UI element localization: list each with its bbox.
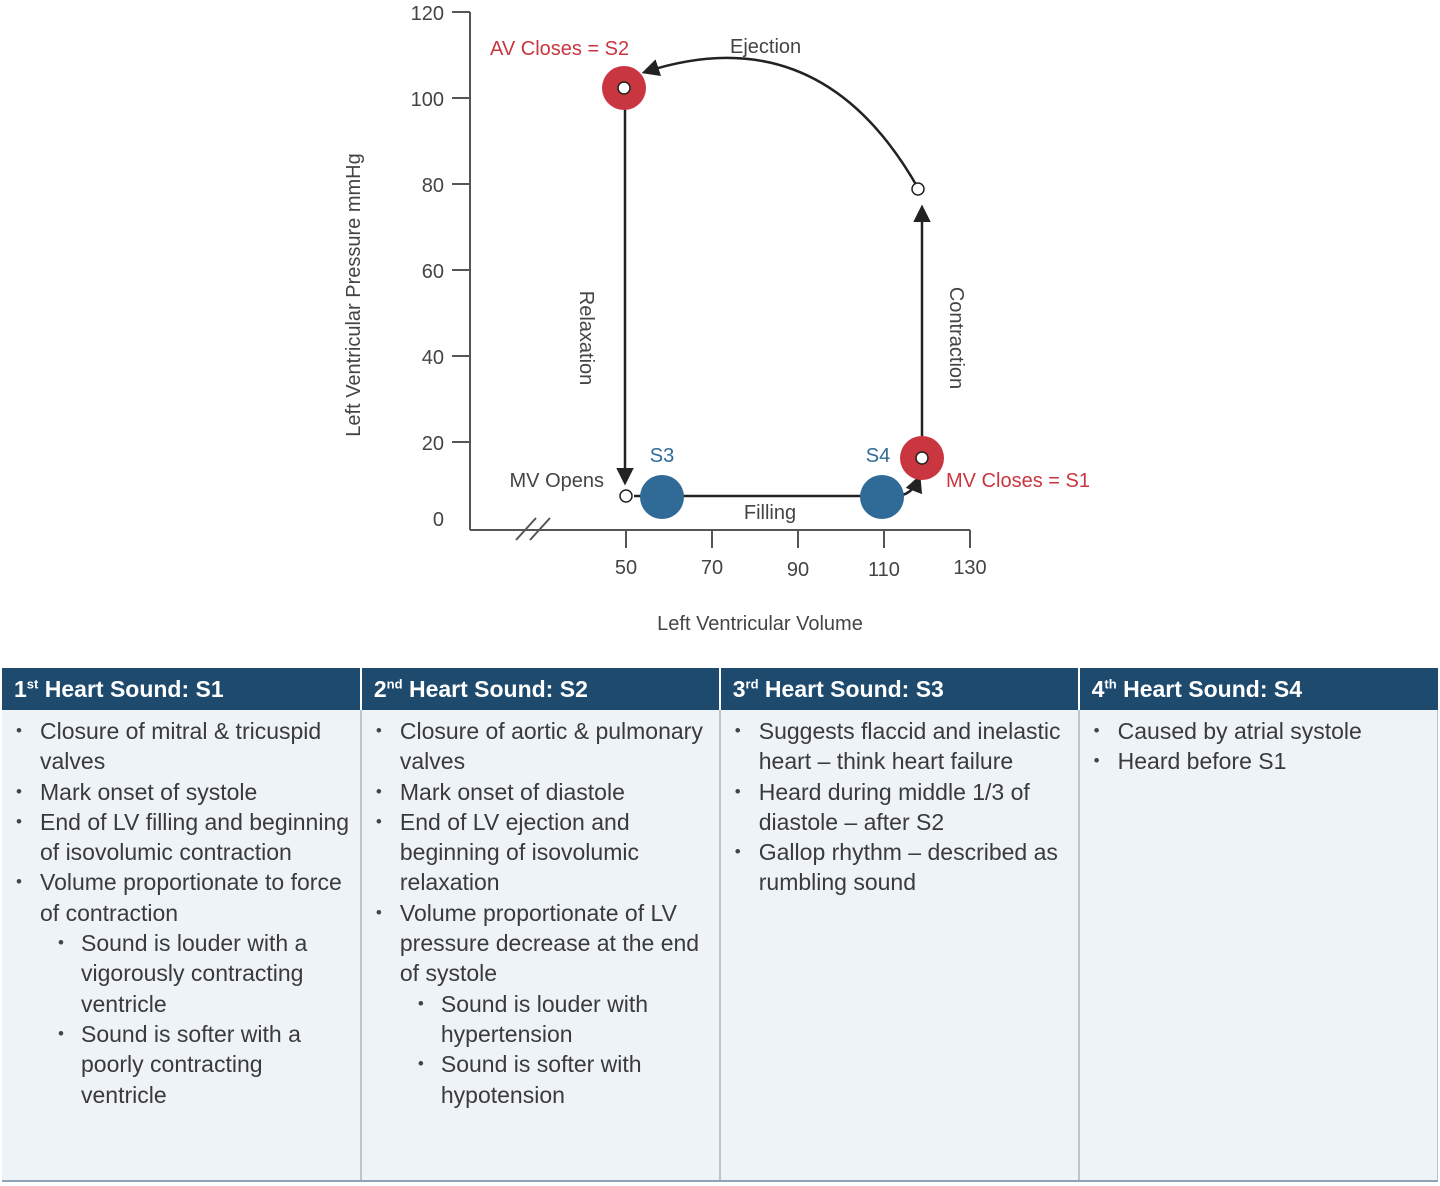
relaxation-label: Relaxation [575,291,597,386]
ordinal-suffix: th [1104,675,1117,691]
x-ticks: 50 70 90 110 130 [615,530,987,581]
list-item-text: Volume proportionate to force of contrac… [40,869,342,926]
list-item-text: Mark onset of systole [40,778,258,805]
pv-loop [616,56,931,498]
s3-marker [640,475,684,519]
column-header: 3rd Heart Sound: S3 [719,668,1080,710]
y-axis-label: Left Ventricular Pressure mmHg [343,153,365,436]
list-item-text: End of LV ejection and beginning of isov… [399,808,639,896]
x-tick-label: 110 [868,559,900,581]
list-item-text: Suggests flaccid and inelastic heart – t… [758,718,1061,775]
ejection-label: Ejection [730,36,801,58]
filling-label: Filling [744,502,796,524]
s4-label: S4 [866,445,890,467]
column-number: 2 [373,675,387,702]
list-item: Volume proportionate to force of contrac… [12,867,350,1109]
column-cell: Closure of mitral & tricuspid valves Mark… [2,710,362,1182]
sub-list-item: Sound is louder with a vigorously contra… [54,928,350,1019]
list-item: Mark onset of systole [12,777,350,808]
column-title: Heart Sound: S3 [758,675,944,702]
y-tick-label: 100 [411,89,444,111]
list-item: Mark onset of diastole [372,777,709,808]
bullet-list: Caused by atrial systole Heard before S1 [1090,716,1427,777]
column-cell: Closure of aortic & pulmonary valves Mark… [360,710,721,1182]
ejection-start-point [911,182,925,196]
x-tick-label: 130 [953,557,986,579]
x-axis-label: Left Ventricular Volume [657,613,863,635]
column-number: 1 [14,675,27,702]
x-tick-label: 90 [787,559,809,581]
bullet-list: Suggests flaccid and inelastic heart – t… [731,716,1068,898]
sub-list-item: Sound is louder with hypertension [414,989,709,1050]
av-closes-label: AV Closes = S2 [490,38,629,60]
list-item: Closure of mitral & tricuspid valves [12,716,350,777]
y-ticks: 120 100 80 60 40 20 0 [411,3,470,531]
list-item-text: Caused by atrial systole [1117,718,1362,744]
column-header: 2nd Heart Sound: S2 [360,668,721,710]
column-header: 1st Heart Sound: S1 [2,668,362,710]
column-number: 3 [732,675,746,702]
list-item: Gallop rhythm – described as rumbling so… [731,837,1068,898]
bullet-list: Closure of mitral & tricuspid valves Mark… [12,716,350,1110]
table-body-row: Closure of mitral & tricuspid valves Mark… [2,710,1438,1182]
list-item-text: Heard during middle 1/3 of diastole – af… [758,778,1030,835]
sub-bullet-list: Sound is louder with hypertensionSound i… [414,989,709,1110]
list-item-text: Closure of mitral & tricuspid valves [40,718,322,775]
ordinal-suffix: st [26,675,39,691]
list-item: Heard during middle 1/3 of diastole – af… [731,777,1068,838]
list-item: Volume proportionate of LV pressure decr… [372,898,709,1110]
y-tick-label: 20 [422,433,444,455]
list-item-text: Gallop rhythm – described as rumbling so… [758,839,1058,896]
list-item: Caused by atrial systole [1090,716,1427,747]
column-cell: Caused by atrial systole Heard before S1 [1078,710,1438,1182]
sub-list-item: Sound is softer with hypotension [414,1049,709,1110]
mv-opens-point [619,489,633,503]
pressure-volume-loop-diagram: 120 100 80 60 40 20 0 50 70 90 110 130 L… [343,3,1090,635]
column-header: 4th Heart Sound: S4 [1078,668,1438,710]
heart-sounds-table: 1st Heart Sound: S1 2nd Heart Sound: S2 3r… [2,668,1438,1182]
sub-list-item: Sound is softer with a poorly contractin… [54,1019,350,1110]
av-closes-marker [602,66,646,110]
mv-closes-label: MV Closes = S1 [946,470,1090,492]
list-item: Heard before S1 [1090,746,1427,777]
table-header-row: 1st Heart Sound: S1 2nd Heart Sound: S2 3r… [2,668,1438,710]
mv-closes-marker [900,436,944,480]
column-title: Heart Sound: S1 [38,675,224,702]
column-number: 4 [1091,675,1105,702]
column-cell: Suggests flaccid and inelastic heart – t… [719,710,1080,1182]
list-item: Closure of aortic & pulmonary valves [372,716,709,777]
s3-label: S3 [650,445,674,467]
list-item-text: Closure of aortic & pulmonary valves [399,718,703,775]
x-tick-label: 70 [701,557,723,579]
y-tick-label: 80 [422,175,444,197]
mv-opens-label: MV Opens [510,470,604,492]
ordinal-suffix: nd [386,675,403,691]
x-tick-label: 50 [615,557,637,579]
list-item-text: End of LV filling and beginning of isovo… [40,808,350,866]
y-tick-label: 0 [433,509,444,531]
contraction-label: Contraction [945,287,967,389]
list-item: Suggests flaccid and inelastic heart – t… [731,716,1068,777]
sub-bullet-list: Sound is louder with a vigorously contra… [54,928,350,1110]
x-axis [470,517,970,541]
y-tick-label: 40 [422,347,444,369]
column-title: Heart Sound: S4 [1116,675,1303,702]
ejection-curve [641,56,920,189]
y-tick-label: 60 [422,261,444,283]
bullet-list: Closure of aortic & pulmonary valves Mark… [372,716,709,1110]
column-title: Heart Sound: S2 [402,675,588,702]
y-tick-label: 120 [411,3,444,25]
list-item: End of LV ejection and beginning of isov… [372,807,709,898]
list-item-text: Volume proportionate of LV pressure decr… [399,899,700,987]
s4-marker [860,475,904,519]
list-item-text: Heard before S1 [1117,748,1287,775]
ordinal-suffix: rd [745,675,759,691]
list-item: End of LV filling and beginning of isovo… [12,807,350,868]
list-item-text: Mark onset of diastole [399,778,625,805]
